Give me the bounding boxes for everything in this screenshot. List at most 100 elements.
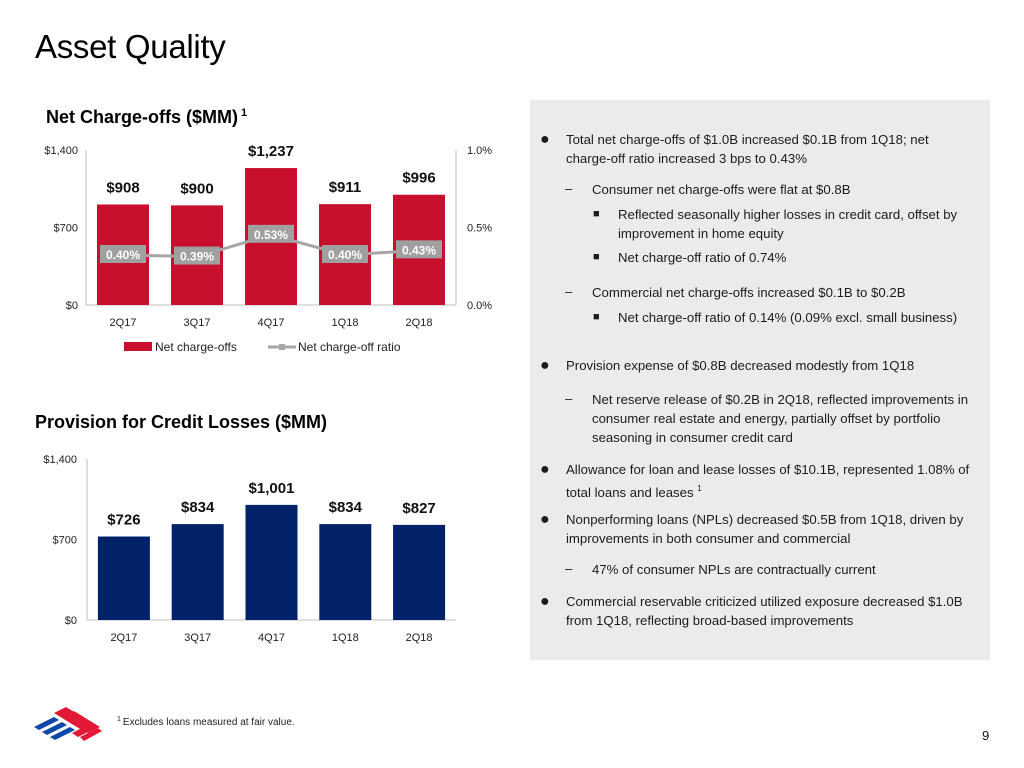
legend-swatch-bars — [124, 342, 152, 351]
bullet-text: Nonperforming loans (NPLs) decreased $0.… — [566, 512, 964, 546]
ratio-value-label: 0.40% — [328, 248, 362, 262]
provision-bar-value-label: $1,001 — [249, 480, 295, 497]
provision-bar — [393, 524, 446, 620]
provision-bar-value-label: $834 — [329, 499, 363, 516]
logo-blue-stripe — [42, 722, 67, 735]
ratio-label-background — [174, 246, 220, 265]
provision-bar — [319, 524, 372, 620]
x-axis-category-label: 4Q17 — [258, 632, 285, 644]
ratio-label-background — [248, 224, 294, 243]
provision-chart-title: Provision for Credit Losses ($MM) — [35, 412, 328, 432]
bullet-level-2: – Consumer net charge-offs were flat at $… — [565, 180, 976, 199]
logo-red-stripe — [72, 723, 98, 737]
footnote-marker: 1 — [241, 107, 248, 119]
dash-bullet-icon: – — [565, 561, 573, 576]
bullet-text: Net reserve release of $0.2B in 2Q18, re… — [592, 392, 969, 445]
dash-bullet-icon: – — [565, 181, 573, 196]
net-charge-offs-chart-title: Net Charge-offs ($MM) 1 — [46, 107, 247, 128]
round-bullet-icon: ● — [540, 461, 550, 478]
bullet-text: Consumer net charge-offs were flat at $0… — [592, 182, 851, 197]
x-axis-category-label: 2Q18 — [406, 317, 433, 329]
x-axis-category-label: 1Q18 — [332, 317, 359, 329]
right-axis-tick-label: 0.5% — [467, 223, 492, 235]
round-bullet-icon: ● — [540, 593, 550, 610]
footnote-marker: 1 — [117, 716, 121, 723]
bullet-level-2: – Commercial net charge-offs increased $0… — [565, 283, 976, 302]
bullet-level-1: ● Total net charge-offs of $1.0B increase… — [540, 130, 976, 168]
provision-bar — [171, 524, 224, 620]
net-charge-offs-chart: $0 $700 $1,400 0.0% 0.5% 1.0% $908 2Q17 $900 3Q17… — [44, 143, 492, 354]
nco-bar-value-label: $900 — [180, 180, 213, 197]
bullet-text: Net charge-off ratio of 0.14% (0.09% exc… — [618, 310, 958, 325]
left-axis-tick-label: $1,400 — [44, 145, 78, 157]
bullet-level-2: – 47% of consumer NPLs are contractually … — [565, 560, 976, 579]
bank-flag-logo-icon — [34, 707, 102, 741]
left-axis-tick-label: $1,400 — [43, 454, 77, 466]
x-axis-category-label: 3Q17 — [184, 317, 211, 329]
bullet-level-3: ■ Net charge-off ratio of 0.14% (0.09% ex… — [593, 308, 978, 327]
provision-bar-value-label: $834 — [181, 499, 215, 516]
bullet-level-1: ● Nonperforming loans (NPLs) decreased $0… — [540, 510, 976, 548]
logo-blue-stripe — [50, 727, 75, 740]
bullet-text: Commercial net charge-offs increased $0.… — [592, 285, 906, 300]
left-axis-tick-label: $0 — [65, 615, 77, 627]
provision-bar-value-label: $827 — [402, 500, 435, 517]
x-axis-category-label: 4Q17 — [258, 317, 285, 329]
nco-bar-value-label: $1,237 — [248, 143, 294, 160]
nco-bar-value-label: $908 — [106, 179, 139, 196]
bullet-level-2: – Net reserve release of $0.2B in 2Q18, r… — [565, 390, 976, 447]
bullet-text: Commercial reservable criticized utilize… — [566, 594, 963, 628]
dash-bullet-icon: – — [565, 284, 573, 299]
logo-red-stripe — [80, 728, 102, 741]
legend-label-bars: Net charge-offs — [155, 340, 237, 354]
chart-title-text: Net Charge-offs ($MM) — [46, 107, 238, 127]
ratio-value-label: 0.40% — [106, 248, 140, 262]
bullet-text: 47% of consumer NPLs are contractually c… — [592, 562, 876, 577]
nco-bar-value-label: $996 — [402, 170, 435, 187]
square-bullet-icon: ■ — [593, 311, 600, 323]
legend-label-line: Net charge-off ratio — [298, 340, 401, 354]
right-axis-tick-label: 1.0% — [467, 145, 492, 157]
bullet-text: Total net charge-offs of $1.0B increased… — [566, 132, 929, 166]
bullet-level-3: ■ Net charge-off ratio of 0.74% — [593, 248, 978, 267]
round-bullet-icon: ● — [540, 131, 550, 148]
ratio-label-background — [100, 245, 146, 263]
bullet-text: Provision expense of $0.8B decreased mod… — [566, 358, 915, 373]
left-axis-tick-label: $0 — [66, 300, 78, 312]
footnote: 1 Excludes loans measured at fair value. — [117, 716, 295, 728]
bullet-text: Reflected seasonally higher losses in cr… — [618, 207, 958, 241]
round-bullet-icon: ● — [540, 511, 550, 528]
provision-bar — [97, 536, 150, 620]
ratio-label-background — [396, 240, 442, 259]
logo-blue-stripe — [34, 717, 59, 730]
left-axis-tick-label: $700 — [54, 223, 78, 235]
x-axis-category-label: 2Q18 — [406, 632, 433, 644]
bullet-text: Net charge-off ratio of 0.74% — [618, 250, 787, 265]
x-axis-category-label: 2Q17 — [110, 317, 137, 329]
bullet-level-1: ● Provision expense of $0.8B decreased mo… — [540, 356, 976, 375]
page-number: 9 — [982, 728, 990, 743]
provision-bar-value-label: $726 — [107, 512, 140, 529]
right-axis-tick-label: 0.0% — [467, 300, 492, 312]
ratio-value-label: 0.53% — [254, 228, 288, 242]
footnote-text: Excludes loans measured at fair value. — [122, 717, 295, 728]
page-title: Asset Quality — [35, 28, 226, 65]
square-bullet-icon: ■ — [593, 251, 600, 263]
x-axis-category-label: 3Q17 — [184, 632, 211, 644]
footnote-marker: 1 — [697, 484, 702, 493]
ratio-value-label: 0.43% — [402, 243, 436, 257]
provision-bar — [245, 504, 298, 620]
left-axis-tick-label: $700 — [53, 535, 77, 547]
x-axis-category-label: 1Q18 — [332, 632, 359, 644]
x-axis-category-label: 2Q17 — [110, 632, 137, 644]
legend-swatch-marker — [279, 344, 285, 350]
bullet-text: Allowance for loan and lease losses of $… — [566, 462, 970, 500]
round-bullet-icon: ● — [540, 357, 550, 374]
dash-bullet-icon: – — [565, 391, 573, 406]
provision-for-credit-losses-chart: $0 $700 $1,400 $726 2Q17 $834 3Q17 $1,001 4Q17 $8… — [43, 454, 456, 644]
bullet-level-1: ● Allowance for loan and lease losses of … — [540, 460, 976, 502]
bullet-level-1: ● Commercial reservable criticized utiliz… — [540, 592, 976, 630]
bullet-level-3: ■ Reflected seasonally higher losses in c… — [593, 205, 978, 243]
square-bullet-icon: ■ — [593, 208, 600, 220]
ratio-label-background — [322, 245, 368, 263]
